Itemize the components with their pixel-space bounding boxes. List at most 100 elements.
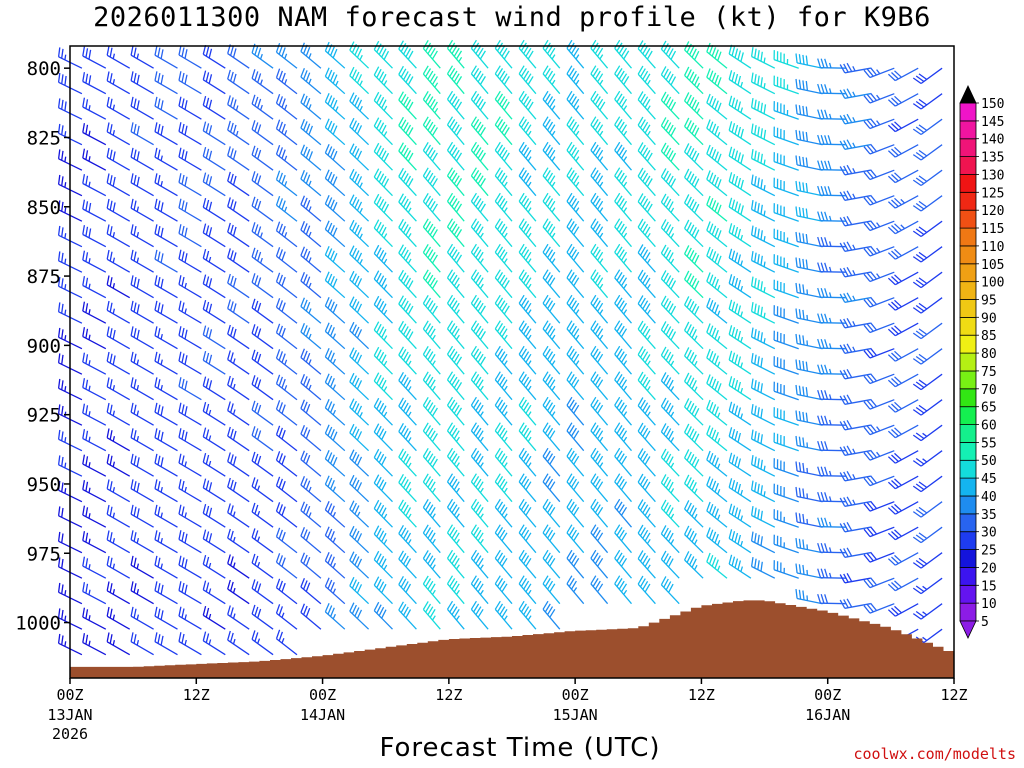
barb-flag-half	[112, 283, 116, 289]
barb-flag-full	[349, 576, 355, 587]
barb-flag-half	[503, 181, 508, 187]
barb-flag-full	[202, 350, 207, 361]
barb-flag-full	[205, 454, 210, 465]
wind-barb	[106, 606, 131, 630]
barb-flag-full	[691, 303, 697, 313]
barb-flag-full	[275, 42, 281, 53]
barb-flag-full	[566, 371, 573, 381]
barb-flag-half	[599, 334, 604, 340]
barb-flag-full	[473, 170, 480, 179]
barb-staff	[300, 408, 322, 426]
barb-flag-full	[227, 197, 231, 207]
barb-flag-full	[229, 224, 234, 235]
barb-staff	[130, 411, 154, 426]
barb-flag-full	[820, 186, 825, 196]
barb-flag-full	[449, 68, 456, 77]
wind-barb	[542, 141, 561, 171]
barb-flag-full	[494, 549, 501, 559]
barb-staff	[728, 282, 752, 299]
barb-flag-full	[57, 200, 61, 210]
barb-flag-full	[349, 143, 355, 153]
barb-flag-full	[660, 321, 667, 331]
wind-barb	[300, 373, 322, 401]
barb-flag-full	[251, 120, 256, 130]
wind-barb	[398, 601, 417, 630]
wind-barb	[728, 44, 752, 69]
barb-staff	[869, 348, 895, 359]
wind-barb	[82, 148, 107, 171]
barb-flag-half	[479, 589, 484, 595]
barb-staff	[324, 330, 346, 350]
barb-flag-full	[590, 141, 597, 151]
barb-flag-full	[594, 529, 601, 539]
barb-flag-full	[109, 481, 113, 491]
barb-flag-full	[275, 604, 281, 614]
barb-flag-full	[477, 430, 484, 440]
barb-flag-full	[254, 581, 259, 591]
barb-flag-full	[451, 147, 458, 156]
barb-flag-full	[154, 402, 158, 413]
barb-flag-full	[568, 42, 575, 52]
barb-staff	[202, 181, 226, 197]
barb-flag-full	[109, 328, 113, 338]
barb-flag-half	[503, 207, 508, 213]
barb-flag-half	[479, 232, 484, 238]
barb-flag-full	[425, 170, 432, 179]
barb-flag-full	[400, 501, 407, 511]
barb-flag-full	[356, 533, 363, 543]
wind-barb	[422, 550, 441, 579]
barb-flag-full	[130, 147, 134, 158]
barb-flag-full	[590, 498, 597, 508]
barb-staff	[894, 322, 919, 337]
wind-barb	[300, 475, 322, 503]
wind-barb	[349, 398, 370, 426]
barb-flag-full	[181, 72, 185, 83]
barb-staff	[470, 302, 489, 324]
barb-flag-full	[157, 174, 161, 185]
barb-flag-full	[734, 507, 739, 517]
barb-flag-full	[356, 482, 363, 492]
barb-staff	[300, 484, 322, 503]
wind-barb	[750, 327, 776, 350]
barb-staff	[773, 211, 799, 222]
barb-flag-full	[623, 50, 630, 60]
barb-flag-full	[887, 175, 896, 184]
barb-flag-half	[646, 513, 651, 519]
barb-flag-full	[82, 148, 86, 159]
wind-barb	[446, 167, 465, 197]
barb-staff	[447, 532, 465, 554]
barb-staff	[251, 587, 274, 605]
barb-flag-full	[398, 142, 404, 152]
barb-flag-full	[863, 452, 871, 461]
barb-flag-full	[400, 297, 407, 307]
barb-flag-full	[324, 118, 330, 128]
barb-staff	[251, 205, 274, 222]
barb-flag-full	[760, 153, 763, 164]
barb-flag-full	[281, 480, 286, 491]
barb-flag-full	[523, 223, 530, 233]
barb-flag-full	[728, 70, 733, 80]
barb-flag-full	[449, 144, 456, 154]
barb-flag-full	[181, 582, 185, 593]
wind-barb	[542, 396, 561, 426]
barb-flag-full	[846, 139, 853, 149]
wind-barb	[300, 271, 322, 299]
barb-staff	[614, 583, 632, 605]
barb-flag-full	[706, 476, 711, 486]
barb-flag-full	[381, 583, 387, 593]
wind-barb	[542, 422, 561, 452]
barb-flag-full	[477, 481, 484, 491]
barb-flag-full	[523, 504, 530, 514]
barb-flag-full	[542, 90, 549, 100]
barb-flag-full	[918, 149, 928, 157]
barb-staff	[154, 105, 178, 120]
barb-flag-full	[305, 531, 311, 541]
barb-staff	[614, 149, 632, 171]
barb-flag-full	[381, 481, 387, 491]
barb-staff	[300, 153, 322, 171]
barb-flag-full	[57, 378, 61, 389]
barb-flag-half	[88, 615, 91, 621]
barb-flag-full	[616, 297, 623, 307]
barb-flag-half	[828, 343, 832, 349]
barb-staff	[706, 102, 728, 120]
